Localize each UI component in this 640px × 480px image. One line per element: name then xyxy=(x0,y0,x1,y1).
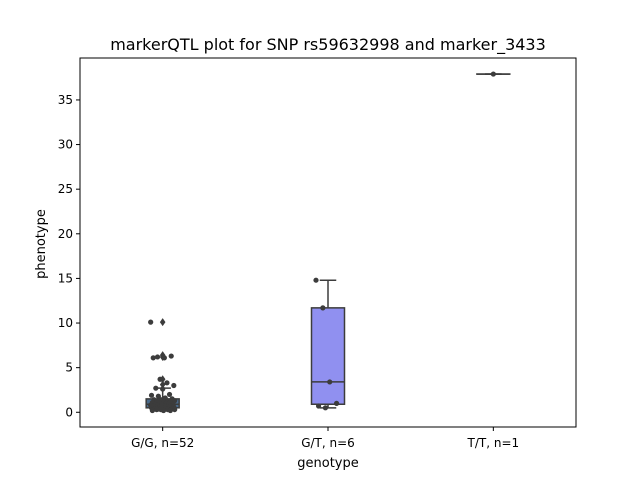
outlier-marker xyxy=(159,380,166,389)
outlier-marker xyxy=(159,318,166,327)
data-point xyxy=(171,382,177,389)
data-point xyxy=(333,400,340,406)
data-point xyxy=(161,355,167,361)
data-point xyxy=(164,380,170,386)
data-point xyxy=(160,407,167,414)
x-tick-label: T/T, n=1 xyxy=(467,436,520,450)
plot-area: 0 5 10 15 20 25 30 35 G/G, n=52 G/T, n=6 T/T, n=1 xyxy=(58,57,577,450)
y-tick-label: 35 xyxy=(58,93,73,107)
x-tick-label: G/T, n=6 xyxy=(301,436,355,450)
data-point xyxy=(149,407,155,414)
y-tick-label: 30 xyxy=(58,138,73,152)
x-tick-label: G/G, n=52 xyxy=(131,436,194,450)
data-point xyxy=(168,353,174,359)
y-tick-label: 0 xyxy=(65,405,73,419)
y-tick-label: 5 xyxy=(65,361,73,375)
data-point xyxy=(148,319,154,325)
data-point xyxy=(150,355,156,361)
data-point xyxy=(157,376,163,382)
data-point xyxy=(166,391,173,398)
y-axis-label: phenotype xyxy=(34,209,49,279)
y-tick-label: 10 xyxy=(58,316,73,330)
y-tick-label: 20 xyxy=(58,227,73,241)
y-tick-label: 15 xyxy=(58,271,73,285)
data-point xyxy=(313,277,319,283)
data-point xyxy=(172,406,178,413)
data-point xyxy=(160,386,166,392)
data-point xyxy=(320,305,326,311)
y-tick-label: 25 xyxy=(58,182,73,196)
data-point xyxy=(327,379,333,385)
data-point xyxy=(322,405,329,411)
chart-title: markerQTL plot for SNP rs59632998 and ma… xyxy=(110,35,546,55)
data-point xyxy=(155,393,161,399)
data-point xyxy=(490,71,496,77)
data-point xyxy=(153,385,159,391)
data-point xyxy=(154,354,161,360)
data-point xyxy=(154,406,160,413)
data-point xyxy=(148,392,155,398)
x-axis-label: genotype xyxy=(297,456,358,471)
data-point xyxy=(167,407,173,414)
data-point xyxy=(315,403,322,409)
box xyxy=(310,307,346,405)
